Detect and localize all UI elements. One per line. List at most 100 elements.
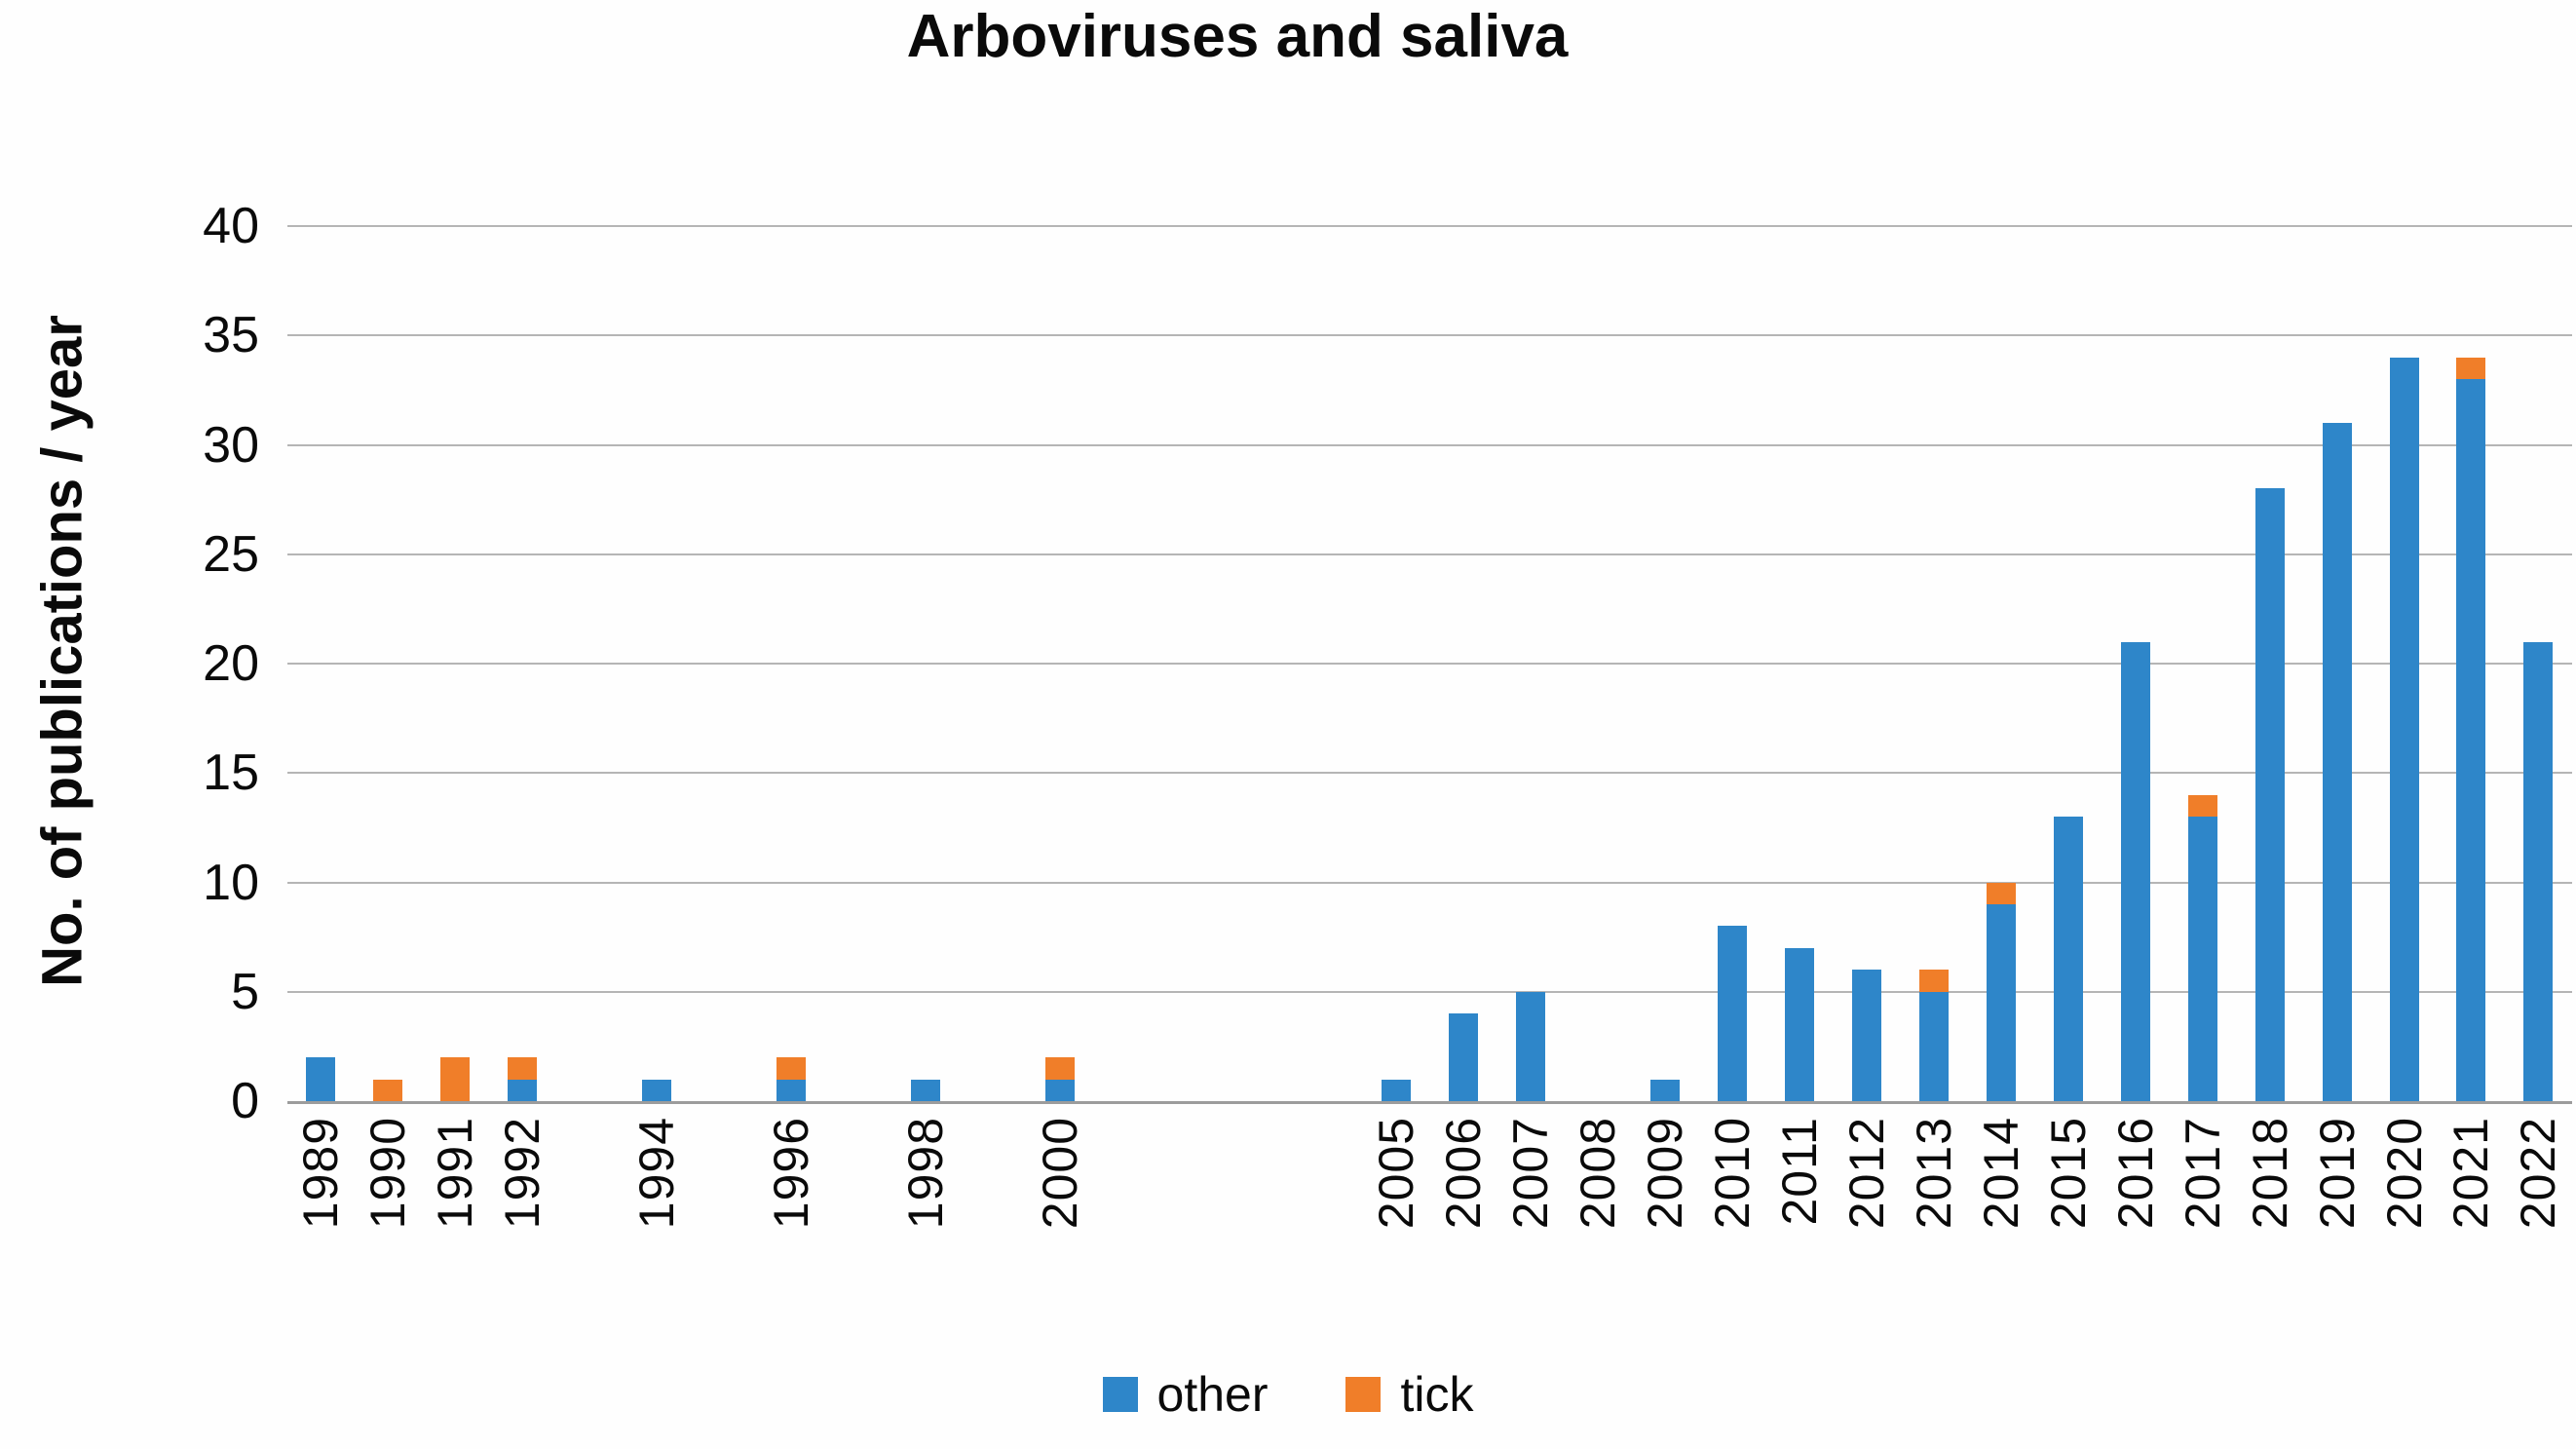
y-tick-15: 15 xyxy=(203,744,259,802)
bar-slot-2015 xyxy=(2034,226,2102,1101)
x-label-2007: 2007 xyxy=(1502,1117,1558,1230)
x-label-2005: 2005 xyxy=(1368,1117,1423,1230)
legend-swatch-other-icon xyxy=(1102,1377,1138,1412)
y-tick-35: 35 xyxy=(203,307,259,364)
legend-label-tick: tick xyxy=(1400,1367,1474,1422)
legend-item-other: other xyxy=(1102,1366,1269,1423)
bar-slot-2010 xyxy=(1698,226,1765,1101)
x-label-2012: 2012 xyxy=(1838,1117,1894,1230)
bar-2000 xyxy=(1045,1057,1076,1101)
bar-slot-1993 xyxy=(556,226,624,1101)
x-label-2000: 2000 xyxy=(1033,1117,1088,1230)
bar-1990-tick xyxy=(373,1079,403,1101)
bar-2010-other xyxy=(1717,926,1747,1101)
bar-2017-tick xyxy=(2187,794,2217,818)
bar-2011-other xyxy=(1784,947,1814,1101)
bar-2009 xyxy=(1649,1079,1680,1101)
x-label-2016: 2016 xyxy=(2107,1117,2163,1230)
bar-2021-tick xyxy=(2456,357,2486,380)
bar-2011 xyxy=(1784,947,1814,1101)
bar-slot-2013 xyxy=(1900,226,1967,1101)
bar-1998-other xyxy=(911,1079,941,1101)
x-label-2013: 2013 xyxy=(1906,1117,1961,1230)
gridline-30 xyxy=(287,443,2572,446)
bar-2017-other xyxy=(2187,817,2217,1101)
bar-1989-other xyxy=(306,1057,336,1101)
bar-2013-tick xyxy=(1918,970,1949,992)
bar-slot-2011 xyxy=(1765,226,1833,1101)
x-label-1998: 1998 xyxy=(898,1117,954,1230)
bar-1994-other xyxy=(642,1079,672,1101)
x-label-2017: 2017 xyxy=(2175,1117,2230,1230)
bar-2005-other xyxy=(1381,1079,1411,1101)
bar-slot-2001 xyxy=(1094,226,1161,1101)
bar-slot-2020 xyxy=(2370,226,2438,1101)
bar-slot-2018 xyxy=(2236,226,2303,1101)
bar-slot-2009 xyxy=(1631,226,1698,1101)
x-label-1994: 1994 xyxy=(629,1117,685,1230)
x-label-2020: 2020 xyxy=(2376,1117,2432,1230)
x-label-2011: 2011 xyxy=(1771,1117,1827,1226)
bar-2012-other xyxy=(1851,970,1881,1101)
bar-slot-2007 xyxy=(1496,226,1564,1101)
bar-1992-other xyxy=(508,1079,538,1101)
bar-slot-2022 xyxy=(2505,226,2572,1101)
bar-2017 xyxy=(2187,794,2217,1101)
bar-slot-2008 xyxy=(1564,226,1631,1101)
x-label-2014: 2014 xyxy=(1973,1117,2028,1230)
bar-2009-other xyxy=(1649,1079,1680,1101)
bar-slot-1996 xyxy=(758,226,825,1101)
bar-slot-2017 xyxy=(2169,226,2236,1101)
gridline-40 xyxy=(287,225,2572,227)
bar-2014 xyxy=(1986,882,2016,1101)
bar-slot-1992 xyxy=(489,226,556,1101)
bar-2015 xyxy=(2053,817,2083,1101)
bar-1992 xyxy=(508,1057,538,1101)
bar-2006-other xyxy=(1448,1013,1478,1101)
bar-1996-other xyxy=(777,1079,807,1101)
x-label-2022: 2022 xyxy=(2511,1117,2566,1230)
bar-2016 xyxy=(2120,641,2150,1101)
bar-slot-1999 xyxy=(960,226,1027,1101)
bar-2018-other xyxy=(2254,488,2285,1101)
bar-2015-other xyxy=(2053,817,2083,1101)
bar-2014-other xyxy=(1986,903,2016,1101)
gridline-15 xyxy=(287,772,2572,775)
bar-slot-1991 xyxy=(422,226,489,1101)
chart-title: Arboviruses and saliva xyxy=(906,3,1569,70)
bar-slot-2002 xyxy=(1161,226,1229,1101)
plot-area xyxy=(287,225,2572,1104)
legend-swatch-tick-icon xyxy=(1345,1377,1382,1412)
bar-2012 xyxy=(1851,970,1881,1101)
bar-slot-1995 xyxy=(691,226,758,1101)
legend-label-other: other xyxy=(1156,1367,1269,1422)
bar-slot-1998 xyxy=(892,226,960,1101)
bar-1989 xyxy=(306,1057,336,1101)
bar-slot-1989 xyxy=(287,226,355,1101)
bar-slot-2005 xyxy=(1363,226,1430,1101)
y-tick-10: 10 xyxy=(203,854,259,911)
x-label-1996: 1996 xyxy=(764,1117,819,1230)
x-label-2006: 2006 xyxy=(1435,1117,1491,1230)
x-label-2021: 2021 xyxy=(2443,1117,2499,1230)
x-label-2008: 2008 xyxy=(1570,1117,1625,1230)
bar-slot-1997 xyxy=(825,226,892,1101)
y-tick-0: 0 xyxy=(231,1073,259,1129)
bar-2005 xyxy=(1381,1079,1411,1101)
gridline-20 xyxy=(287,663,2572,665)
bar-2018 xyxy=(2254,488,2285,1101)
x-label-1992: 1992 xyxy=(495,1117,550,1230)
y-axis-tick-labels: 0 5 10 15 20 25 30 35 40 xyxy=(0,198,271,1129)
legend-item-tick: tick xyxy=(1345,1366,1473,1423)
bar-slot-2014 xyxy=(1967,226,2034,1101)
y-tick-40: 40 xyxy=(203,198,259,254)
bar-slot-2006 xyxy=(1429,226,1496,1101)
bar-2000-other xyxy=(1045,1079,1076,1101)
bar-2013 xyxy=(1918,970,1949,1101)
gridline-25 xyxy=(287,553,2572,555)
bar-1996-tick xyxy=(777,1057,807,1080)
y-tick-5: 5 xyxy=(231,963,259,1020)
x-label-2015: 2015 xyxy=(2040,1117,2096,1230)
bar-slot-2012 xyxy=(1833,226,1900,1101)
bar-1992-tick xyxy=(508,1057,538,1080)
